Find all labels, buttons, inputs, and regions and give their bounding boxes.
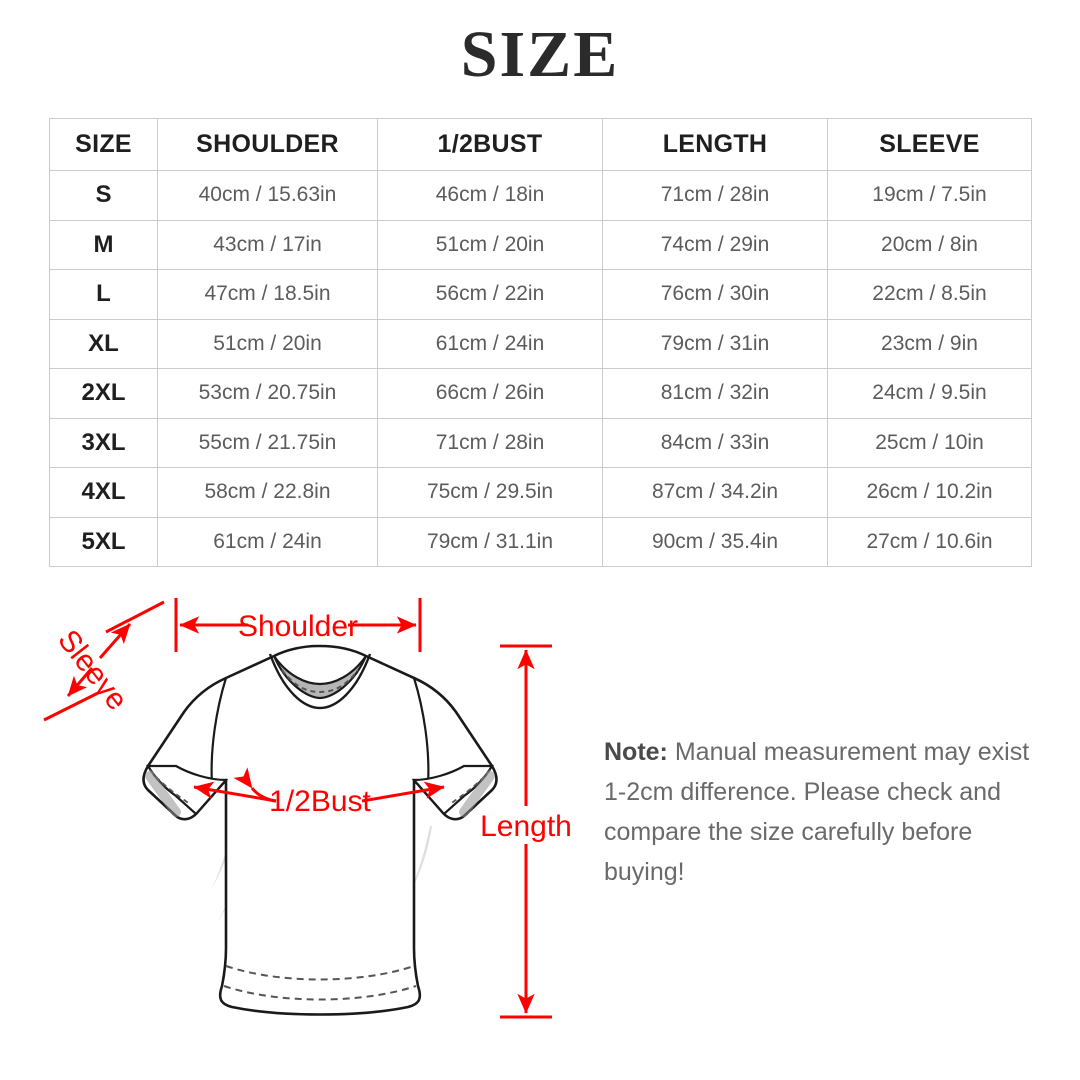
cell-bust: 51cm / 20in [377,219,603,270]
cell-size: 2XL [49,368,158,419]
tshirt-outline-group [142,644,498,1016]
sleeve-label: Sleeve [51,624,133,717]
tshirt-hem-stitch-upper [225,965,415,981]
column-header-length: LENGTH [602,118,828,171]
cell-bust: 56cm / 22in [377,269,603,320]
length-label: Length [480,810,572,843]
tshirt-collar-stitch [281,669,359,694]
cell-sleeve: 24cm / 9.5in [827,368,1032,419]
cell-shoulder: 51cm / 20in [157,318,378,369]
shoulder-dimension-group: Shoulder [174,598,422,652]
cell-length: 81cm / 32in [602,368,828,419]
cell-length: 79cm / 31in [602,318,828,369]
note-prefix: Note: [604,738,668,766]
sleeve-dimension-group: Sleeve [43,600,165,722]
table-row: S 40cm / 15.63in 46cm / 18in 71cm / 28in… [49,170,1032,221]
column-header-sleeve: SLEEVE [827,118,1032,171]
tshirt-diagram-svg: Shoulder Sleeve 1/2Bust Length [43,598,572,1019]
cell-shoulder: 55cm / 21.75in [157,417,378,468]
cell-size: M [49,219,158,270]
table-row: 5XL 61cm / 24in 79cm / 31.1in 90cm / 35.… [49,516,1032,567]
cell-sleeve: 27cm / 10.6in [827,516,1032,567]
cell-shoulder: 43cm / 17in [157,219,378,270]
cell-length: 84cm / 33in [602,417,828,468]
cell-sleeve: 25cm / 10in [827,417,1032,468]
tshirt-body-path [142,644,498,1016]
cell-length: 90cm / 35.4in [602,516,828,567]
cell-shoulder: 40cm / 15.63in [157,170,378,221]
cell-length: 71cm / 28in [602,170,828,221]
table-row: L 47cm / 18.5in 56cm / 22in 76cm / 30in … [49,269,1032,320]
size-chart-table-container: SIZE SHOULDER 1/2BUST LENGTH SLEEVE S 40… [49,118,1032,567]
cell-length: 74cm / 29in [602,219,828,270]
column-header-shoulder: SHOULDER [157,118,378,171]
table-header-row: SIZE SHOULDER 1/2BUST LENGTH SLEEVE [49,118,1032,171]
tshirt-right-shoulder-seam [412,677,430,785]
table-row: 2XL 53cm / 20.75in 66cm / 26in 81cm / 32… [49,368,1032,419]
cell-size: S [49,170,158,221]
cell-bust: 79cm / 31.1in [377,516,603,567]
bust-dimension-group: 1/2Bust [193,767,445,818]
cell-shoulder: 47cm / 18.5in [157,269,378,320]
cell-sleeve: 22cm / 8.5in [827,269,1032,320]
tshirt-left-shoulder-seam [210,677,228,785]
bust-arrow-right-shaft [361,781,445,803]
cell-bust: 61cm / 24in [377,318,603,369]
column-header-size: SIZE [49,118,158,171]
cell-length: 76cm / 30in [602,269,828,320]
table-row: M 43cm / 17in 51cm / 20in 74cm / 29in 20… [49,219,1032,270]
table-row: 4XL 58cm / 22.8in 75cm / 29.5in 87cm / 3… [49,467,1032,518]
measurement-illustration: Shoulder Sleeve 1/2Bust Length Note: M [0,580,1080,1080]
table-header: SIZE SHOULDER 1/2BUST LENGTH SLEEVE [49,118,1032,171]
cell-shoulder: 58cm / 22.8in [157,467,378,518]
sleeve-arrow-up [98,623,132,659]
length-dimension-group: Length [480,644,572,1019]
cell-sleeve: 23cm / 9in [827,318,1032,369]
column-header-bust: 1/2BUST [377,118,603,171]
page-title: SIZE [460,18,620,91]
table-row: XL 51cm / 20in 61cm / 24in 79cm / 31in 2… [49,318,1032,369]
cell-size: 4XL [49,467,158,518]
cell-bust: 66cm / 26in [377,368,603,419]
cell-size: 5XL [49,516,158,567]
shoulder-label: Shoulder [238,610,358,643]
cell-sleeve: 19cm / 7.5in [827,170,1032,221]
tshirt-collar-line [268,653,372,710]
cell-length: 87cm / 34.2in [602,467,828,518]
tshirt-left-cuff-shade [145,771,181,817]
cell-size: XL [49,318,158,369]
bust-arrow-left-shaft [193,781,277,803]
sleeve-arrow-down [66,667,94,697]
cell-size: 3XL [49,417,158,468]
tshirt-neck-inner [272,654,368,700]
cell-shoulder: 61cm / 24in [157,516,378,567]
cell-sleeve: 26cm / 10.2in [827,467,1032,518]
size-chart-table: SIZE SHOULDER 1/2BUST LENGTH SLEEVE S 40… [49,118,1032,567]
tshirt-hem-stitch-lower [223,985,417,1001]
cell-bust: 71cm / 28in [377,417,603,468]
bust-label: 1/2Bust [269,785,371,818]
note-body: Manual measurement may exist 1-2cm diffe… [604,738,1030,886]
sleeve-bottom-tick [43,690,101,722]
table-body: S 40cm / 15.63in 46cm / 18in 71cm / 28in… [49,170,1032,567]
note-text-block: Note: Manual measurement may exist 1-2cm… [604,732,1034,892]
table-row: 3XL 55cm / 21.75in 71cm / 28in 84cm / 33… [49,417,1032,468]
tshirt-right-cuff-shade [459,771,495,817]
cell-bust: 46cm / 18in [377,170,603,221]
cell-size: L [49,269,158,320]
sleeve-top-tick [105,600,165,634]
cell-bust: 75cm / 29.5in [377,467,603,518]
cell-sleeve: 20cm / 8in [827,219,1032,270]
cell-shoulder: 53cm / 20.75in [157,368,378,419]
